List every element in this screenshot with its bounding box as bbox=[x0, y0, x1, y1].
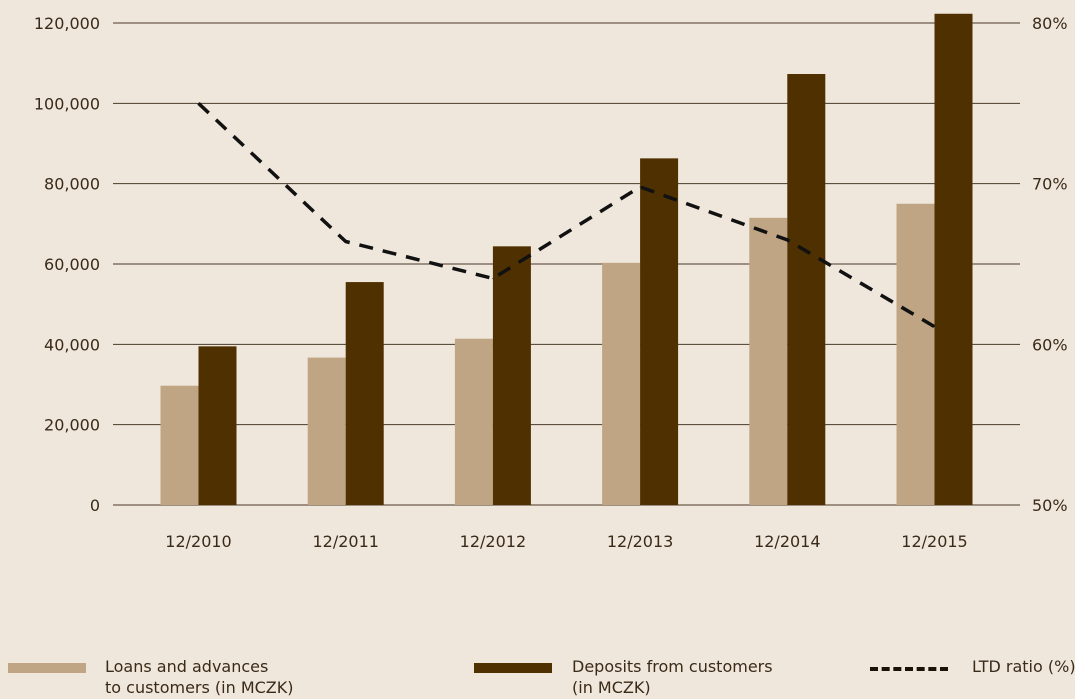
y-right-tick-label: 70% bbox=[1032, 175, 1068, 194]
legend-label-deposits: Deposits from customers (in MCZK) bbox=[572, 657, 773, 697]
ltd-ratio-line bbox=[197, 102, 936, 329]
legend-swatch-ltd bbox=[870, 667, 948, 671]
line-point bbox=[198, 102, 199, 104]
line-point bbox=[934, 326, 935, 328]
line-point bbox=[639, 186, 641, 188]
bar bbox=[787, 74, 826, 506]
legend: Loans and advances to customers (in MCZK… bbox=[0, 650, 1075, 699]
bar bbox=[934, 13, 973, 506]
y-left-tick-label: 0 bbox=[90, 496, 100, 515]
legend-swatch-deposits bbox=[474, 663, 552, 673]
y-left-tick-label: 80,000 bbox=[44, 175, 100, 194]
y-right-tick-label: 60% bbox=[1032, 335, 1068, 354]
legend-label-ltd: LTD ratio (%) bbox=[972, 657, 1075, 676]
x-tick-label: 12/2011 bbox=[312, 532, 378, 551]
line-point bbox=[492, 277, 494, 279]
line-point bbox=[786, 239, 788, 241]
bar bbox=[198, 346, 237, 505]
bar bbox=[749, 217, 788, 505]
x-tick-label: 12/2015 bbox=[901, 532, 967, 551]
y-left-tick-label: 20,000 bbox=[44, 416, 100, 435]
bar bbox=[454, 338, 493, 505]
bar bbox=[307, 357, 346, 505]
x-tick-label: 12/2010 bbox=[165, 532, 231, 551]
line-point bbox=[345, 241, 347, 243]
legend-swatch-loans bbox=[8, 663, 86, 673]
y-left-tick-label: 120,000 bbox=[34, 14, 100, 33]
bar bbox=[345, 282, 384, 505]
bar bbox=[492, 246, 531, 505]
x-tick-label: 12/2014 bbox=[754, 532, 820, 551]
bar bbox=[160, 385, 199, 505]
legend-label-loans: Loans and advances to customers (in MCZK… bbox=[105, 657, 294, 697]
y-left-tick-label: 60,000 bbox=[44, 255, 100, 274]
x-tick-label: 12/2013 bbox=[607, 532, 673, 551]
chart: 0 20,000 40,000 60,000 80,000 100,000 120,000 5… bbox=[34, 13, 1068, 551]
y-left-tick-label: 100,000 bbox=[34, 94, 100, 113]
bar bbox=[602, 262, 641, 505]
y-left-tick-label: 40,000 bbox=[44, 335, 100, 354]
x-tick-label: 12/2012 bbox=[460, 532, 526, 551]
y-right-tick-label: 80% bbox=[1032, 14, 1068, 33]
bar bbox=[640, 158, 679, 505]
bar bbox=[896, 203, 935, 505]
y-right-tick-label: 50% bbox=[1032, 496, 1068, 515]
